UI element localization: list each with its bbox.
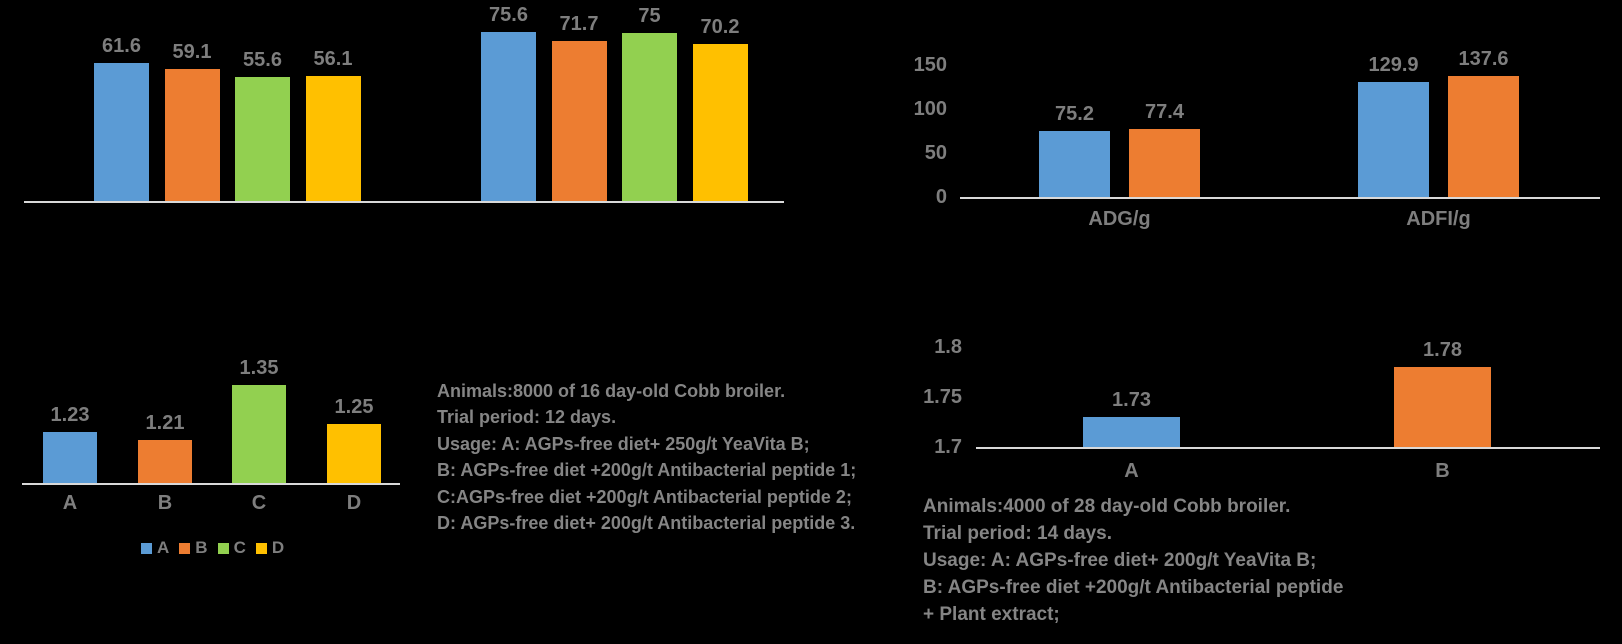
- x-axis-line: [22, 483, 400, 485]
- note-line: Usage: A: AGPs-free diet+ 250g/t YeaVita…: [437, 433, 810, 454]
- y-tick-label: 50: [924, 141, 947, 164]
- bar: [1358, 82, 1429, 197]
- x-axis-line: [960, 197, 1600, 199]
- bar: [1083, 417, 1180, 447]
- bar: [1448, 76, 1519, 197]
- note-line: Usage: A: AGPs-free diet+ 200g/t YeaVita…: [923, 550, 1317, 571]
- note-line: D: AGPs-free diet+ 200g/t Antibacterial …: [437, 513, 856, 534]
- trial-notes-left: Animals:8000 of 16 day-old Cobb broiler.…: [437, 378, 856, 536]
- legend-item-c: C: [217, 538, 246, 558]
- bar: [305, 76, 361, 201]
- bar: [1129, 129, 1200, 197]
- bar-value-label: 1.35: [239, 357, 279, 379]
- bar: [551, 41, 607, 201]
- legend-item-a: A: [141, 538, 169, 558]
- note-line: + Plant extract;: [923, 604, 1060, 625]
- bar: [692, 44, 748, 201]
- x-category-label: A: [1124, 460, 1139, 482]
- x-category-label: ADG/g: [1088, 208, 1151, 230]
- bar: [164, 69, 220, 201]
- bar: [1394, 367, 1491, 447]
- legend-swatch: [179, 542, 191, 554]
- bar-value-label: 1.25: [334, 396, 374, 418]
- legend-item-label: B: [195, 538, 208, 557]
- trial-notes-right: Animals:4000 of 28 day-old Cobb broiler.…: [923, 493, 1343, 628]
- legend-swatch: [141, 542, 152, 554]
- bar-value-label: 71.7: [559, 13, 599, 35]
- y-tick-label: 0: [935, 186, 947, 208]
- x-axis-line: [24, 201, 784, 203]
- bar-value-label: 1.78: [1423, 339, 1462, 361]
- x-category-label: C: [251, 492, 267, 514]
- bar-value-label: 56.1: [313, 48, 353, 70]
- note-line: Trial period: 14 days.: [923, 523, 1113, 544]
- x-axis-line: [976, 447, 1600, 449]
- bar-value-label: 137.6: [1458, 48, 1509, 70]
- y-tick-label: 150: [913, 53, 947, 76]
- legend-item-label: D: [271, 538, 285, 557]
- bar-value-label: 75.2: [1055, 103, 1094, 125]
- bar: [94, 63, 149, 201]
- bar: [327, 424, 381, 483]
- x-category-label: B: [157, 492, 173, 514]
- y-tick-label: 1.75: [923, 386, 962, 408]
- bar-value-label: 1.23: [50, 404, 90, 426]
- bar: [1039, 131, 1110, 197]
- legend-swatch: [217, 542, 229, 554]
- note-line: B: AGPs-free diet +200g/t Antibacterial …: [437, 460, 857, 481]
- bar: [138, 440, 192, 483]
- bar: [43, 432, 97, 483]
- y-tick-label: 1.7: [934, 436, 962, 458]
- bar-value-label: 70.2: [700, 16, 740, 38]
- bar-value-label: 77.4: [1145, 101, 1184, 123]
- bar-value-label: 55.6: [243, 49, 282, 71]
- bar: [235, 77, 290, 201]
- bar-value-label: 1.21: [145, 412, 185, 434]
- x-category-label: D: [346, 492, 362, 514]
- bar-value-label: 59.1: [172, 41, 212, 63]
- bar-value-label: 61.6: [102, 35, 141, 57]
- y-tick-label: 100: [913, 97, 947, 120]
- x-category-label: A: [62, 492, 78, 514]
- y-tick-label: 1.8: [934, 336, 962, 358]
- note-line: Animals:4000 of 28 day-old Cobb broiler.: [923, 496, 1291, 517]
- x-category-label: B: [1435, 460, 1450, 482]
- legend-item-label: A: [157, 538, 170, 557]
- note-line: Trial period: 12 days.: [437, 407, 617, 428]
- legend: A B C D: [141, 538, 284, 558]
- bar: [232, 385, 286, 483]
- legend-swatch: [255, 542, 267, 554]
- note-line: C:AGPs-free diet +200g/t Antibacterial p…: [437, 486, 852, 507]
- note-line: Animals:8000 of 16 day-old Cobb broiler.: [437, 381, 786, 401]
- legend-item-label: C: [233, 538, 246, 557]
- legend-item-b: B: [179, 538, 208, 558]
- bar-value-label: 1.73: [1112, 389, 1151, 411]
- bar: [481, 32, 536, 201]
- bar: [622, 33, 677, 201]
- bar-value-label: 75.6: [489, 4, 528, 26]
- x-category-label: ADFI/g: [1406, 208, 1471, 230]
- note-line: B: AGPs-free diet +200g/t Antibacterial …: [923, 577, 1344, 598]
- bar-value-label: 75: [638, 5, 661, 27]
- bar-value-label: 129.9: [1368, 54, 1419, 76]
- legend-item-d: D: [255, 538, 285, 558]
